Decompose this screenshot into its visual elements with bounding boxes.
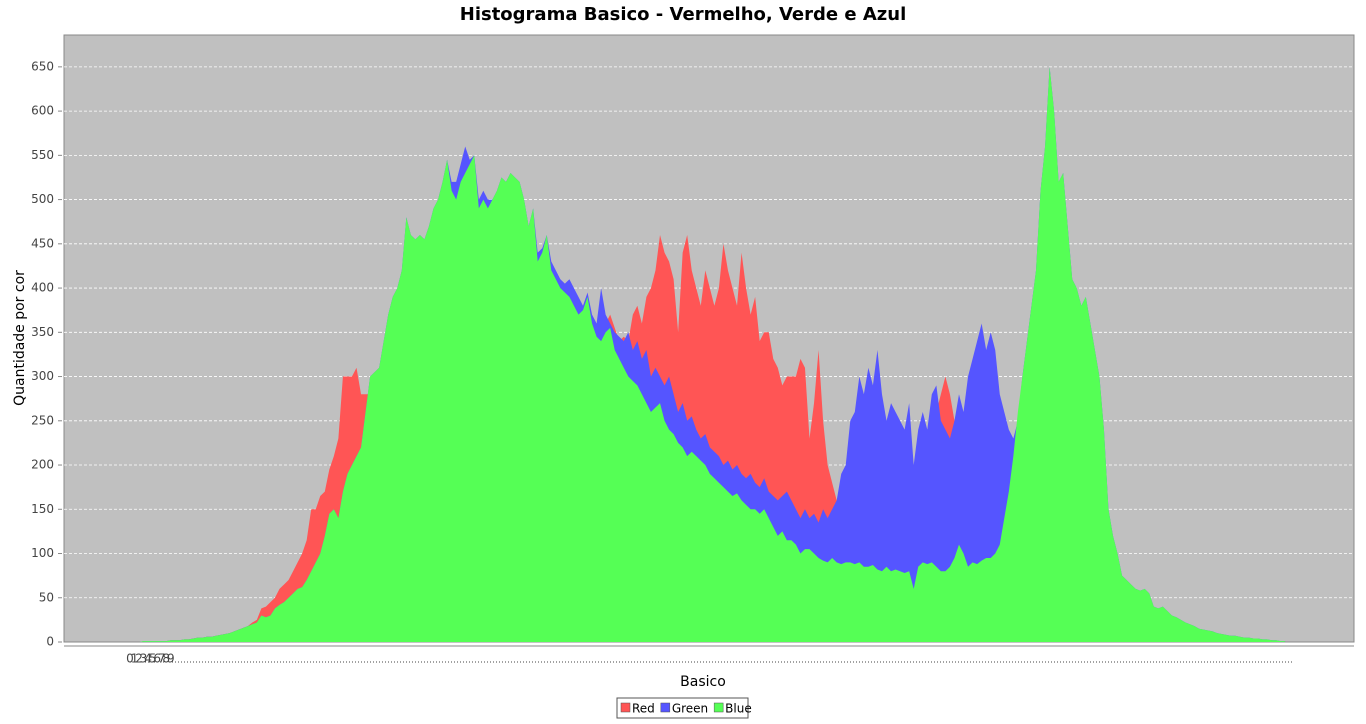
y-tick-label: 600	[31, 104, 54, 118]
y-tick-label: 350	[31, 325, 54, 339]
legend-swatch	[620, 702, 631, 713]
y-tick-label: 500	[31, 192, 54, 206]
y-tick-label: 650	[31, 59, 54, 73]
chart-title: Histograma Basico - Vermelho, Verde e Az…	[460, 4, 907, 25]
x-tick-label: 3	[140, 652, 148, 666]
y-axis-title: Quantidade por cor	[12, 270, 28, 406]
x-tick-label: 5	[149, 652, 157, 666]
y-tick-label: 450	[31, 236, 54, 250]
x-tick-label: 8	[162, 652, 170, 666]
x-tick-label: 7	[158, 652, 166, 666]
legend-label: Blue	[725, 702, 752, 716]
y-tick-label: 300	[31, 369, 54, 383]
y-tick-label: 550	[31, 148, 54, 162]
y-tick-label: 100	[31, 546, 54, 560]
area	[130, 66, 1286, 642]
legend-label: Red	[632, 702, 655, 716]
y-tick-label: 400	[31, 281, 54, 295]
x-tick-label: 4	[144, 652, 152, 666]
legend-swatch	[713, 702, 724, 713]
x-tick-label: 6	[153, 652, 161, 666]
x-tick-label: 2	[135, 652, 143, 666]
y-tick-label: 150	[31, 502, 54, 516]
y-tick-label: 50	[39, 590, 54, 604]
y-tick-label: 250	[31, 413, 54, 427]
legend-swatch	[660, 702, 671, 713]
x-tick-label: 0	[126, 652, 134, 666]
x-axis-title: Basico	[680, 674, 726, 690]
legend-label: Green	[672, 702, 708, 716]
y-tick-label: 200	[31, 458, 54, 472]
x-tick-label: 1	[131, 652, 139, 666]
y-tick-label: 0	[46, 635, 54, 649]
x-tick-label: 9	[167, 652, 175, 666]
